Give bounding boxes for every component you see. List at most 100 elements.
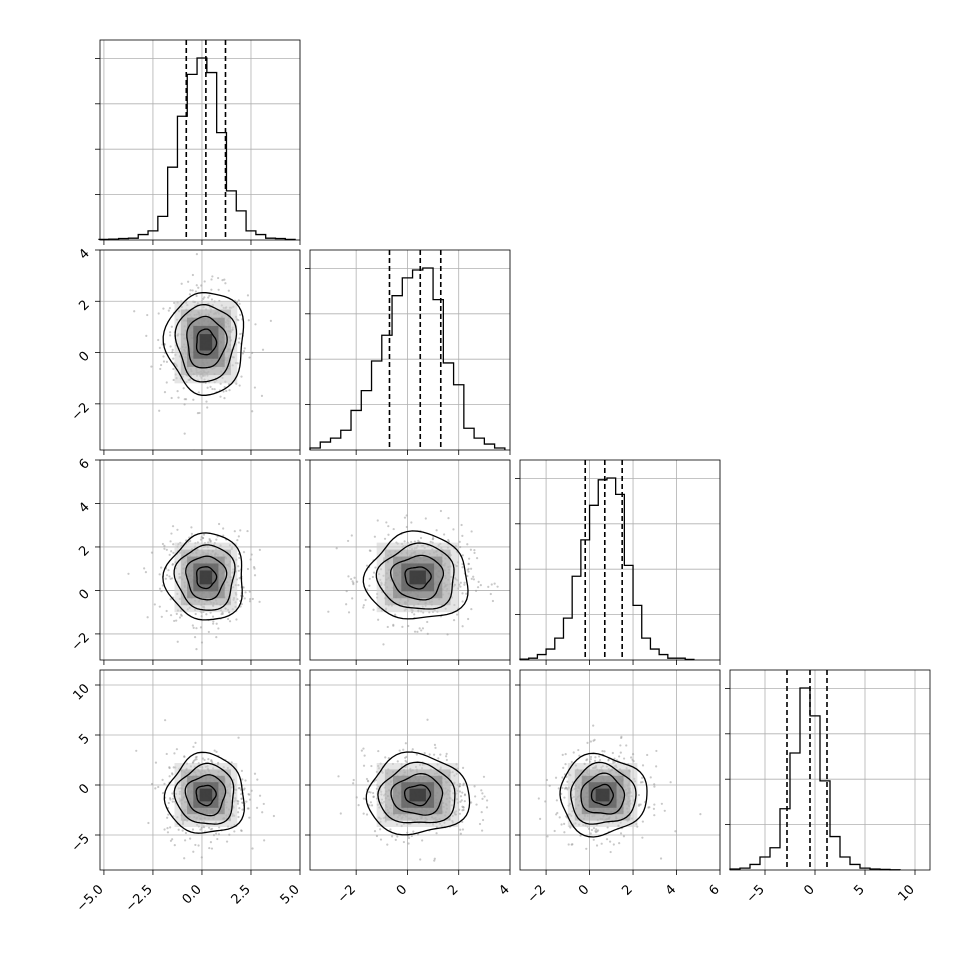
scatter-point [168,575,171,578]
scatter-point [593,759,597,762]
scatter-point [592,724,595,727]
panel-0-0 [95,39,301,245]
scatter-point [238,556,241,560]
scatter-point [217,522,221,526]
scatter-point [435,832,438,835]
scatter-point [570,760,573,764]
scatter-point [447,517,450,520]
scatter-point [631,753,635,756]
scatter-point [202,533,206,536]
scatter-point [172,797,175,800]
y-tick-label: 4 [76,246,92,262]
scatter-point [215,538,218,541]
scatter-point [133,310,136,313]
scatter-point [452,528,455,531]
scatter-point [641,776,644,779]
scatter-point [163,544,166,547]
scatter-point [459,800,462,803]
scatter-point [364,598,367,602]
scatter-point [478,822,482,826]
scatter-point [653,803,656,806]
scatter-point [250,789,253,792]
scatter-point [158,605,161,608]
scatter-point [472,578,475,581]
scatter-point [170,532,173,535]
scatter-point [169,839,173,842]
scatter-point [468,557,471,560]
x-tick-label: 4 [663,882,679,898]
scatter-point [127,572,130,575]
scatter-point [237,736,240,739]
panel-frame [99,669,301,871]
scatter-point [609,850,612,854]
scatter-point [146,313,149,317]
scatter-point [396,835,399,838]
scatter-point [362,747,365,750]
scatter-point [157,312,160,315]
scatter-point [172,551,175,555]
scatter-point [184,839,187,842]
scatter-point [375,834,379,838]
scatter-point [163,547,166,550]
scatter-point [554,776,558,779]
scatter-point [445,755,448,758]
scatter-point [470,607,473,611]
scatter-point [228,389,231,392]
scatter-point [169,826,172,829]
scatter-point [164,577,167,580]
scatter-point [447,538,450,542]
scatter-point [189,539,192,543]
scatter-point [171,562,174,566]
scatter-point [365,813,369,816]
scatter-point [170,550,173,553]
scatter-point [167,569,170,572]
scatter-point [622,835,626,838]
scatter-point [240,375,243,378]
scatter-point [463,581,466,584]
scatter-point [362,606,365,609]
scatter-point [467,617,470,621]
scatter-point [209,841,213,844]
scatter-point [548,784,551,787]
scatter-point [600,842,603,845]
scatter-point [481,818,485,822]
panel-frame [309,669,511,871]
contour-line [163,751,245,834]
histogram-step [519,477,695,661]
scatter-point [553,829,556,833]
scatter-point [219,395,222,398]
scatter-point [194,843,197,847]
scatter-point [243,597,246,600]
scatter-point [407,842,410,845]
scatter-point [537,797,540,800]
scatter-point [183,857,186,860]
scatter-point [262,802,265,806]
scatter-point [659,857,663,860]
scatter-point [165,548,168,551]
scatter-point [222,390,225,393]
scatter-point [489,592,492,596]
scatter-point [428,753,431,756]
scatter-point [370,804,374,807]
scatter-point [607,759,610,762]
contour-line [403,784,432,807]
scatter-point [239,332,242,336]
scatter-point [347,575,350,578]
scatter-point [143,567,146,570]
scatter-point [625,744,628,747]
scatter-point [145,334,148,337]
scatter-point [239,529,242,532]
density-square [409,570,426,585]
scatter-point [335,547,338,550]
scatter-point [394,838,397,841]
scatter-point [170,325,173,328]
panel-3-1: −2 0 2 4 [305,669,513,906]
scatter-point [539,817,542,820]
scatter-point [173,752,176,755]
scatter-points [133,253,272,450]
scatter-point [191,273,194,277]
scatter-point [459,795,463,798]
scatter-point [481,797,484,800]
scatter-point [609,840,612,843]
scatter-point [461,791,464,794]
